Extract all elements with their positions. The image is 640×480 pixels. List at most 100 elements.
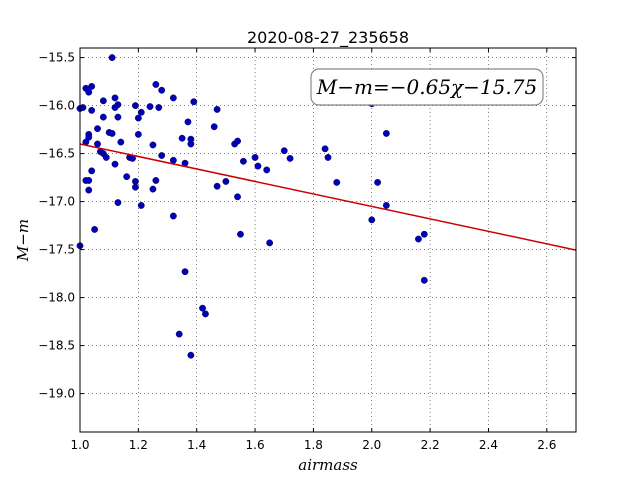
data-point — [234, 137, 241, 145]
data-point — [108, 130, 116, 137]
x-tick-label: 2.2 — [421, 438, 440, 452]
data-point — [333, 178, 341, 186]
data-point — [132, 178, 139, 185]
data-point — [181, 268, 189, 276]
data-point — [415, 235, 422, 243]
x-axis-label: airmass — [298, 456, 358, 474]
data-point — [286, 154, 294, 162]
data-point — [199, 304, 206, 312]
data-point — [137, 108, 145, 116]
data-point — [158, 152, 166, 159]
y-tick-label: −17.0 — [38, 195, 75, 209]
fit-annotation-box: M−m=−0.65χ−15.75 — [310, 68, 544, 106]
data-point — [184, 118, 192, 126]
data-point — [99, 97, 107, 105]
data-point — [134, 130, 142, 138]
data-point — [178, 134, 186, 142]
data-point — [254, 162, 262, 170]
y-tick-label: −17.5 — [38, 243, 75, 257]
data-point — [88, 83, 96, 90]
y-axis-label: M−m — [14, 219, 32, 262]
y-tick-label: −16.5 — [38, 147, 75, 161]
x-tick-label: 2.0 — [362, 438, 381, 452]
data-point — [134, 114, 142, 122]
data-point — [239, 157, 247, 165]
data-point — [85, 186, 93, 194]
data-point — [280, 147, 288, 155]
data-point — [266, 239, 274, 247]
data-point — [132, 102, 139, 110]
data-point — [368, 216, 376, 224]
data-point — [88, 167, 96, 175]
data-point — [382, 130, 390, 137]
data-point — [213, 182, 221, 190]
x-tick-labels: 1.0 1.2 1.4 1.6 1.8 2.0 2.2 2.4 2.6 — [70, 438, 556, 452]
data-point — [321, 145, 329, 153]
data-point — [117, 138, 125, 146]
data-point — [324, 154, 332, 161]
fit-annotation-text: M−m=−0.65χ−15.75 — [316, 75, 537, 99]
y-tick-labels: −15.5 −16.0 −16.5 −17.0 −17.5 −18.0 −18.5 −19.0 — [38, 51, 75, 401]
data-point — [146, 103, 154, 110]
fit-line — [79, 143, 577, 251]
data-point — [91, 226, 98, 233]
y-tick-label: −18.5 — [38, 339, 75, 353]
data-point — [111, 94, 119, 102]
data-point — [155, 104, 163, 111]
y-tick-label: −18.0 — [38, 291, 75, 305]
data-point — [88, 107, 96, 114]
data-point — [374, 178, 381, 186]
data-point — [99, 113, 107, 121]
data-point — [169, 212, 177, 220]
data-point — [149, 141, 157, 149]
chart-title: 2020-08-27_235658 — [247, 28, 409, 48]
data-point — [202, 310, 209, 318]
data-point — [169, 94, 177, 102]
data-point — [187, 135, 195, 143]
data-point — [222, 178, 230, 185]
data-point — [94, 125, 101, 133]
data-point — [94, 140, 101, 148]
data-point — [234, 193, 241, 201]
data-point — [175, 330, 183, 338]
data-point — [237, 230, 244, 238]
data-point — [85, 88, 93, 96]
data-point — [190, 98, 198, 106]
data-point — [382, 202, 390, 209]
data-point — [169, 156, 177, 164]
x-tick-label: 1.2 — [129, 438, 148, 452]
plot-frame — [79, 47, 577, 433]
grid-lines — [79, 48, 576, 432]
data-point — [114, 199, 122, 206]
data-points — [76, 54, 428, 359]
y-tick-label: −19.0 — [38, 387, 75, 401]
data-point — [137, 202, 145, 209]
data-point — [123, 173, 131, 181]
data-point — [210, 123, 218, 131]
data-point — [251, 154, 259, 161]
data-point — [85, 133, 93, 141]
data-point — [149, 185, 157, 193]
data-point — [111, 160, 119, 168]
data-point — [152, 81, 160, 88]
data-point — [187, 351, 195, 359]
data-point — [263, 166, 271, 174]
y-tick-label: −15.5 — [38, 51, 75, 65]
data-point — [158, 86, 166, 94]
x-tick-label: 2.4 — [479, 438, 498, 452]
x-tick-label: 1.0 — [70, 438, 89, 452]
data-point — [85, 177, 93, 184]
data-point — [213, 106, 221, 113]
y-tick-label: −16.0 — [38, 99, 75, 113]
x-tick-label: 1.6 — [246, 438, 265, 452]
data-point — [114, 101, 122, 109]
x-tick-label: 1.8 — [304, 438, 323, 452]
data-point — [114, 113, 122, 121]
data-point — [152, 177, 160, 184]
data-point — [108, 54, 116, 61]
x-tick-label: 2.6 — [537, 438, 556, 452]
data-point — [420, 230, 428, 238]
data-point — [420, 276, 428, 284]
data-point — [79, 104, 87, 111]
